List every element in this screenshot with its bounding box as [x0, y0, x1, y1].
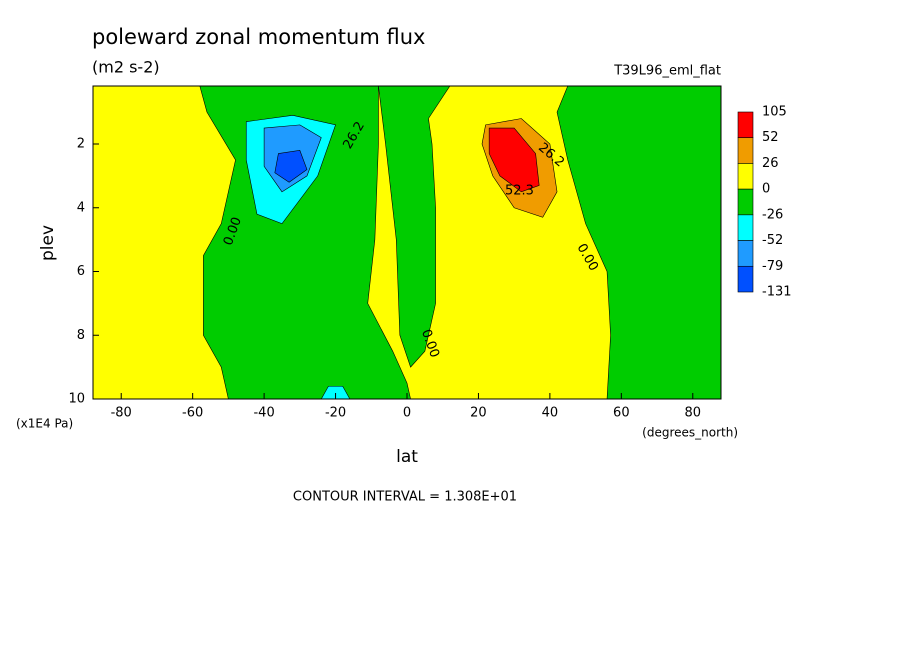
- chart-title: poleward zonal momentum flux: [92, 25, 425, 49]
- x-tick-label: 40: [542, 406, 559, 421]
- y-tick-label: 10: [68, 392, 85, 407]
- units: (m2 s-2): [92, 58, 160, 77]
- colorbar-label: -26: [762, 207, 783, 222]
- x-tick-label: 0: [403, 406, 411, 421]
- colorbar-label: 105: [762, 105, 787, 120]
- contour-region: [320, 385, 351, 399]
- colorbar-swatch: [737, 163, 754, 190]
- dataset-label: T39L96_eml_flat: [613, 64, 721, 79]
- x-tick-label: -80: [111, 406, 132, 421]
- colorbar-label: 52: [762, 130, 779, 145]
- x-tick-label: 20: [470, 406, 487, 421]
- x-tick-label: -40: [253, 406, 274, 421]
- colorbar-swatch: [737, 265, 754, 293]
- colorbar-label: -79: [762, 259, 783, 274]
- colorbar-label: 0: [762, 182, 770, 197]
- contour-region: [556, 86, 721, 399]
- colorbar-swatch: [737, 188, 754, 216]
- x-tick-label: -60: [182, 406, 203, 421]
- y-axis-units: (x1E4 Pa): [16, 417, 73, 431]
- contour-region: [488, 127, 540, 193]
- y-tick-label: 6: [77, 264, 85, 279]
- colorbar-swatch: [737, 214, 754, 241]
- colorbar-label: -52: [762, 233, 783, 248]
- y-tick-label: 2: [77, 137, 85, 152]
- colorbar-label: 26: [762, 156, 779, 171]
- x-tick-label: -20: [325, 406, 346, 421]
- x-tick-label: 80: [685, 406, 702, 421]
- colorbar-swatch: [737, 137, 754, 164]
- contour-region: [378, 86, 451, 368]
- footnote: CONTOUR INTERVAL = 1.308E+01: [293, 490, 517, 505]
- x-axis-units: (degrees_north): [642, 426, 738, 440]
- colorbar-label: -131: [762, 285, 792, 300]
- colorbar-swatch: [737, 111, 754, 139]
- colorbar-swatch: [737, 240, 754, 267]
- x-tick-label: 60: [613, 406, 630, 421]
- y-axis-label: plev: [38, 225, 58, 261]
- y-tick-label: 4: [77, 200, 85, 215]
- y-tick-label: 8: [77, 328, 85, 343]
- contour-label: 52.3: [505, 184, 534, 199]
- x-axis-label: lat: [396, 447, 418, 467]
- contour-region: [274, 150, 308, 183]
- contour-fills: [199, 86, 721, 399]
